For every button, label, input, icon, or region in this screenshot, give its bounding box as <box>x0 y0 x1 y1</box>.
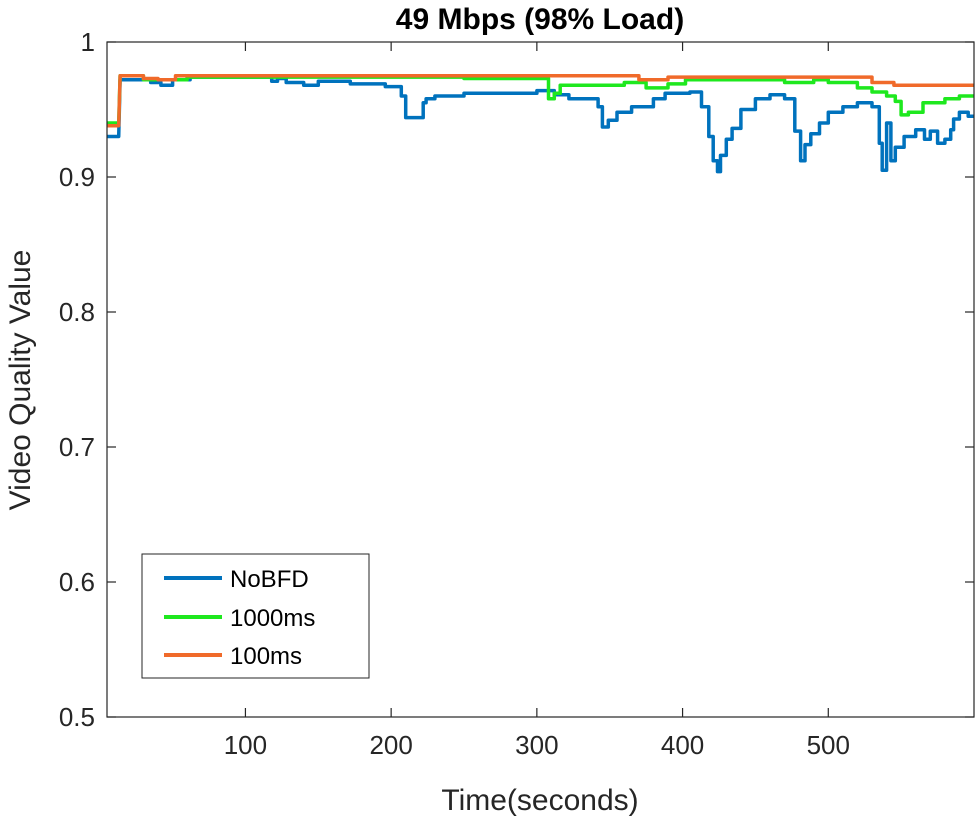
series-line-nobfd <box>107 75 974 174</box>
y-tick-label: 0.6 <box>59 567 95 597</box>
y-tick-label: 1 <box>81 27 95 57</box>
y-tick-label: 0.7 <box>59 432 95 462</box>
plot-frame <box>106 41 975 718</box>
x-tick-label: 200 <box>369 730 412 760</box>
legend: NoBFD 1000ms 100ms <box>141 553 370 679</box>
ticks-layer: 0.5 0.6 0.7 0.8 0.9 1 100 200 300 400 500 <box>59 27 974 760</box>
legend-label-nobfd: NoBFD <box>230 566 309 593</box>
x-tick-label: 400 <box>661 730 704 760</box>
y-tick-label: 0.9 <box>59 162 95 192</box>
y-axis-label: Video Quality Value <box>4 250 37 511</box>
y-tick-label: 0.8 <box>59 297 95 327</box>
x-tick-label: 100 <box>224 730 267 760</box>
legend-label-1000ms: 1000ms <box>230 605 315 632</box>
legend-label-100ms: 100ms <box>230 643 302 670</box>
x-tick-label: 300 <box>515 730 558 760</box>
series-layer <box>107 74 974 174</box>
series-line-100ms <box>107 74 974 128</box>
chart-title: 49 Mbps (98% Load) <box>396 3 684 36</box>
y-tick-label: 0.5 <box>59 702 95 732</box>
x-tick-label: 500 <box>807 730 850 760</box>
x-axis-label: Time(seconds) <box>441 784 638 817</box>
